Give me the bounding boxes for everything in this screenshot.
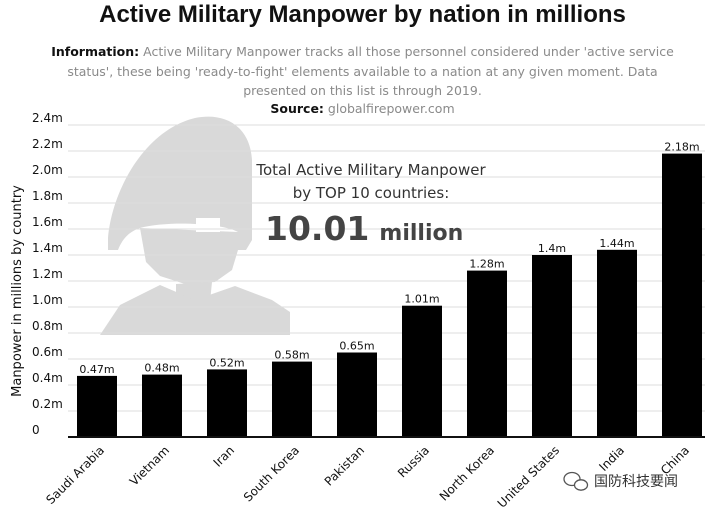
- bar: [662, 153, 702, 437]
- bar: [402, 305, 442, 437]
- y-axis-label: Manpower in millions by country: [10, 185, 25, 397]
- source-label: Source:: [270, 101, 324, 116]
- data-label: 1.4m: [538, 242, 566, 255]
- info-body: Active Military Manpower tracks all thos…: [67, 44, 674, 98]
- x-tick-label: China: [658, 443, 692, 477]
- data-label: 1.44m: [599, 237, 634, 250]
- x-tick-label: North Korea: [437, 443, 497, 503]
- chart-title: Active Military Manpower by nation in mi…: [99, 1, 626, 28]
- info-label: Information:: [51, 44, 140, 59]
- bar: [272, 361, 312, 437]
- bar: [597, 249, 637, 437]
- data-label: 0.58m: [274, 349, 309, 362]
- bar: [532, 255, 572, 437]
- y-tick-label: 2.0m: [32, 163, 63, 177]
- total-value: 10.01 million: [265, 209, 463, 248]
- data-label: 0.65m: [339, 340, 374, 353]
- total-unit: million: [379, 221, 463, 246]
- source-line: Source: globalfirepower.com: [0, 101, 725, 116]
- x-tick-label: Iran: [211, 443, 237, 469]
- data-label: 0.47m: [79, 363, 114, 376]
- y-tick-label: 1.6m: [32, 215, 63, 229]
- x-tick-label: Saudi Arabia: [43, 443, 107, 507]
- bar: [142, 374, 182, 437]
- bar: [77, 375, 117, 437]
- source-value: globalfirepower.com: [327, 101, 455, 116]
- y-tick-label: 1.4m: [32, 241, 63, 255]
- bar: [467, 270, 507, 437]
- y-tick-label: 0.6m: [32, 345, 63, 359]
- x-tick-label: Russia: [395, 443, 432, 480]
- y-tick-label: 1.2m: [32, 267, 63, 281]
- total-line-1: Total Active Military Manpower: [255, 161, 486, 179]
- y-tick-label: 1.8m: [32, 189, 63, 203]
- x-tick-label: Vietnam: [127, 443, 172, 488]
- data-label: 0.48m: [144, 362, 179, 375]
- bar: [207, 369, 247, 437]
- bars: [77, 153, 702, 437]
- info-text: Information: Active Military Manpower tr…: [40, 42, 685, 101]
- data-label: 1.28m: [469, 258, 504, 271]
- y-tick-label: 0: [32, 423, 40, 437]
- y-axis-ticks: 0 0.2m 0.4m 0.6m 0.8m 1.0m 1.2m 1.4m 1.6m 1.8m 2.0…: [32, 111, 63, 437]
- x-tick-label: South Korea: [241, 443, 302, 504]
- y-tick-label: 0.8m: [32, 319, 63, 333]
- soldier-silhouette-icon: [100, 116, 290, 335]
- data-label: 1.01m: [404, 293, 439, 306]
- y-tick-label: 0.4m: [32, 371, 63, 385]
- data-label: 0.52m: [209, 356, 244, 369]
- y-tick-label: 0.2m: [32, 397, 63, 411]
- total-line-2: by TOP 10 countries:: [293, 184, 450, 202]
- x-tick-label: United States: [495, 443, 562, 510]
- watermark: 国防科技要闻: [563, 471, 678, 491]
- total-number: 10.01: [265, 209, 369, 248]
- data-label: 2.18m: [664, 141, 699, 154]
- watermark-text: 国防科技要闻: [594, 474, 678, 490]
- y-tick-label: 1.0m: [32, 293, 63, 307]
- y-tick-label: 2.2m: [32, 137, 63, 151]
- value-labels: 0.47m 0.48m 0.52m 0.58m 0.65m 1.01m 1.28m 1.4m 1…: [79, 141, 699, 376]
- y-tick-label: 2.4m: [32, 111, 63, 125]
- wechat-icon: [563, 471, 589, 491]
- x-tick-label: Pakistan: [322, 443, 367, 488]
- x-tick-label: India: [596, 443, 627, 474]
- bar: [337, 352, 377, 437]
